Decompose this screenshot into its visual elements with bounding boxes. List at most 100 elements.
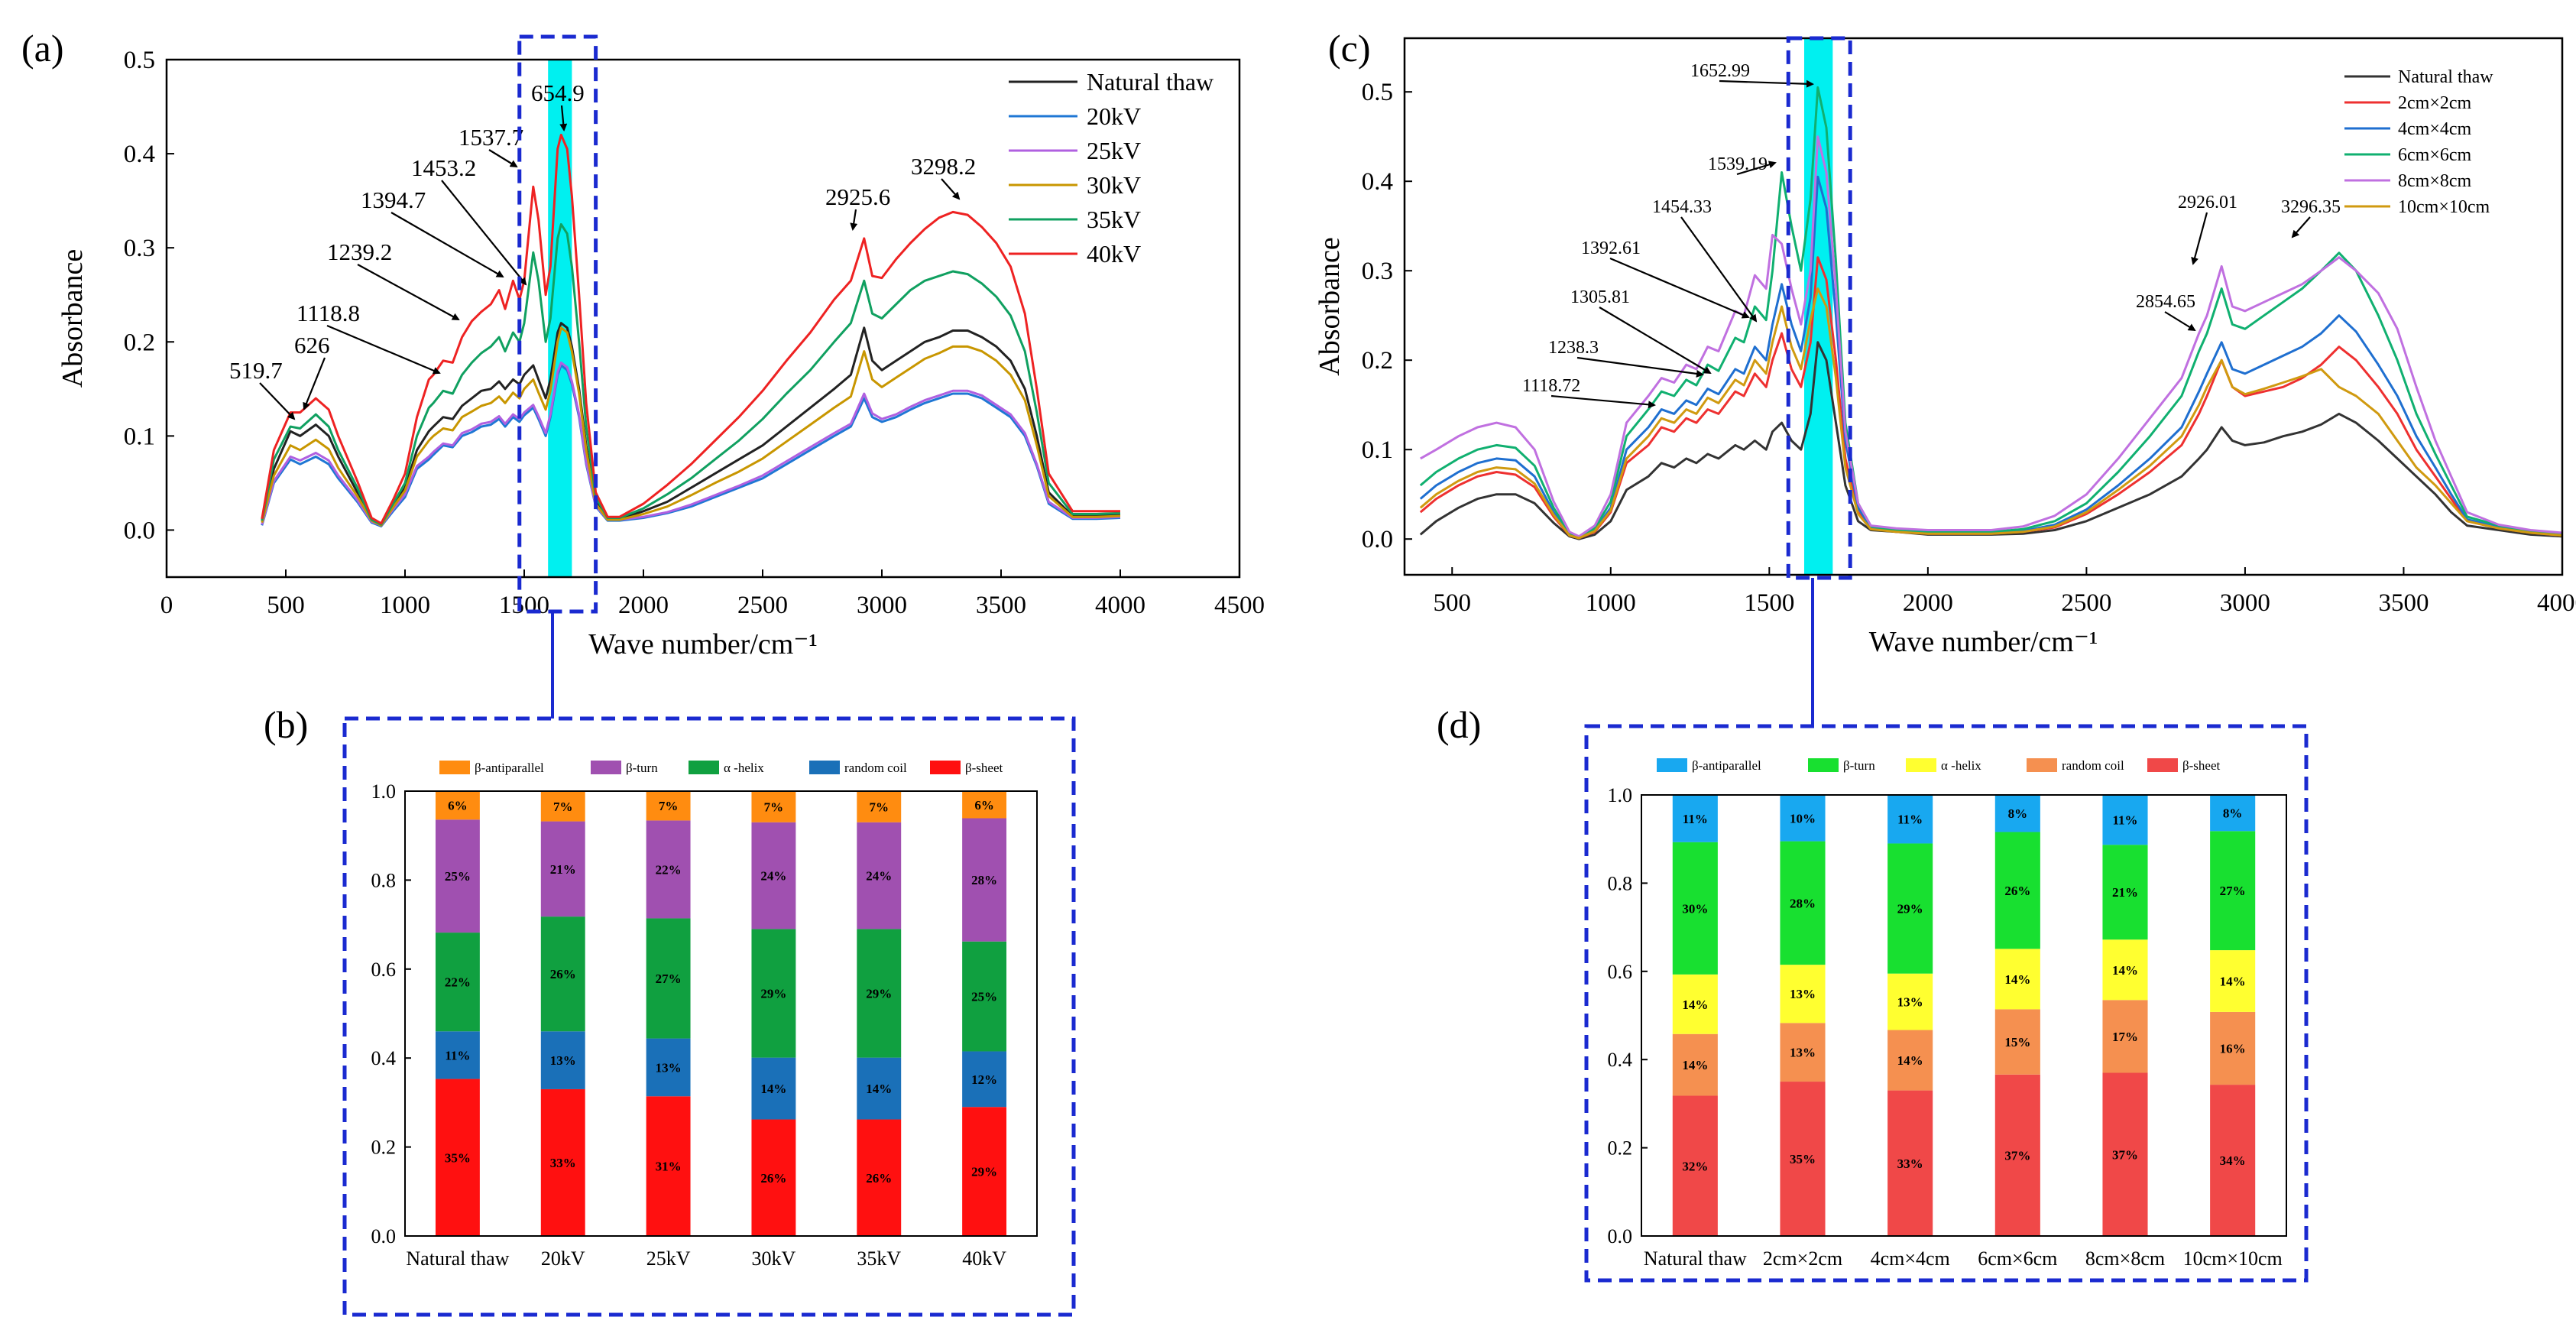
y-tick-label: 0.2: [1362, 347, 1393, 375]
bar-segment-turn: [2102, 845, 2148, 940]
bar-segment-random-coil: [1994, 1009, 2040, 1075]
bar-value-label: 11%: [445, 1048, 470, 1062]
y-tick-label: 0.4: [371, 1047, 397, 1069]
bar-value-label: 26%: [550, 967, 576, 981]
peak-annotation: 3296.35: [2281, 197, 2341, 217]
category-label: 35kV: [857, 1247, 901, 1270]
bar-segment-helix: [646, 918, 691, 1039]
y-tick-label: 0.6: [1608, 961, 1633, 983]
y-tick-label: 0.0: [124, 517, 155, 544]
legend-label-40kv: 40kV: [1087, 240, 1141, 268]
legend-label-natural-thaw: Natural thaw: [1087, 68, 1213, 96]
panel-label: (b): [264, 703, 308, 746]
bar-segment-sheet: [1887, 1090, 1933, 1236]
x-tick-label: 4500: [1214, 592, 1265, 619]
bar-value-label: 13%: [550, 1053, 576, 1068]
bar-segment-antiparallel: [435, 791, 480, 820]
x-tick-label: 3500: [2378, 589, 2429, 617]
legend-label-20kv: 20kV: [1087, 102, 1141, 130]
y-tick-label: 0.0: [1608, 1225, 1633, 1247]
bar-value-label: 14%: [1682, 1058, 1708, 1072]
annotation-arrow: [326, 324, 441, 375]
bar-value-label: 13%: [1897, 995, 1923, 1010]
bar-segment-helix: [1887, 973, 1933, 1030]
legend-label-25kv: 25kV: [1087, 137, 1141, 164]
bar-value-label: 32%: [1682, 1159, 1708, 1173]
panel-b-stacked-bars: 35% 11% 22% 25% 6% Natural thaw 33% 13% 26% 21% 7%…: [264, 703, 1076, 1317]
plot-frame: [404, 790, 1038, 1237]
x-tick-label: 500: [1434, 589, 1472, 617]
x-tick-label: 500: [267, 592, 305, 619]
bar-segment-turn: [1887, 843, 1933, 974]
peak-annotation: 1118.8: [296, 300, 360, 326]
bar-segment-random-coil: [1780, 1023, 1826, 1082]
x-tick-label: 1500: [1744, 589, 1794, 617]
peak-annotation: 2925.6: [825, 183, 890, 210]
bar-segment-random-coil: [751, 1057, 796, 1120]
dashed-zoom-box: [517, 34, 598, 614]
bar-segment-antiparallel: [962, 791, 1007, 819]
legend-swatch-sheet: [2147, 758, 2178, 772]
legend-swatch-sheet: [930, 761, 961, 774]
bar-value-label: 33%: [1897, 1156, 1923, 1171]
bar-segment-random-coil: [1672, 1033, 1718, 1096]
bar-value-label: 7%: [659, 799, 679, 813]
bar-value-label: 26%: [760, 1171, 786, 1186]
bar-segment-turn: [1994, 832, 2040, 949]
annotation-arrow: [1719, 79, 1814, 88]
bar-value-label: 34%: [2220, 1153, 2246, 1168]
legend-label-turn: β-turn: [626, 761, 658, 775]
bar-segment-helix: [435, 933, 480, 1032]
legend-label-4cm-4cm: 4cm×4cm: [2398, 119, 2472, 139]
bar-segment-turn: [646, 820, 691, 919]
bar-segment-helix: [540, 916, 585, 1032]
dashed-panel-box: [342, 716, 1076, 1317]
bar-segment-sheet: [751, 1119, 796, 1236]
plot-frame: [1641, 794, 2287, 1237]
plot-frame: [1403, 37, 2564, 576]
y-tick-label: 0.2: [124, 329, 155, 356]
peak-annotation: 1238.3: [1548, 338, 1599, 358]
legend-label-2cm-2cm: 2cm×2cm: [2398, 93, 2472, 113]
legend-label-turn: β-turn: [1843, 758, 1875, 773]
x-tick-label: 2500: [2061, 589, 2111, 617]
category-label: 20kV: [541, 1247, 585, 1270]
annotation-arrow: [2164, 311, 2196, 332]
bar-value-label: 30%: [1682, 901, 1708, 916]
bar-value-label: 25%: [445, 869, 471, 884]
bar-value-label: 21%: [550, 862, 576, 877]
bar-segment-helix: [962, 941, 1007, 1052]
annotation-arrow: [357, 264, 460, 320]
bar-segment-helix: [857, 929, 902, 1058]
series-line-4cm-4cm: [1419, 175, 2563, 540]
legend-label-35kv: 35kV: [1087, 206, 1141, 233]
category-label: 25kV: [646, 1247, 691, 1270]
bar-segment-turn: [540, 821, 585, 917]
bar-segment-sheet: [1994, 1074, 2040, 1236]
bar-value-label: 14%: [1897, 1053, 1923, 1068]
series-line-35kv: [261, 222, 1121, 526]
legend-label-sheet: β-sheet: [965, 761, 1003, 775]
bar-segment-sheet: [1672, 1095, 1718, 1236]
annotation-arrow: [1680, 216, 1758, 323]
bar-segment-random-coil: [2102, 1000, 2148, 1073]
panel-a-spectrum: 0 500 1000 1500 2000 2500 3000 3500 4000 4500 0.0 0…: [21, 27, 1265, 660]
annotation-arrow: [1599, 307, 1712, 375]
bar-value-label: 25%: [971, 990, 997, 1004]
bar-value-label: 16%: [2220, 1041, 2246, 1056]
series-line-30kv: [261, 326, 1121, 527]
bar-value-label: 14%: [1682, 998, 1708, 1012]
y-tick-label: 0.4: [124, 141, 155, 168]
category-label: 10cm×10cm: [2183, 1247, 2283, 1270]
annotation-arrow: [303, 357, 326, 410]
bar-segment-helix: [751, 929, 796, 1058]
category-label: Natural thaw: [406, 1247, 509, 1270]
category-label: 8cm×8cm: [2085, 1247, 2165, 1270]
y-tick-label: 0.5: [124, 47, 155, 74]
panel-label: (c): [1328, 27, 1371, 70]
dashed-zoom-box: [1786, 36, 1852, 580]
bar-value-label: 29%: [971, 1165, 997, 1179]
bar-value-label: 22%: [656, 862, 682, 877]
series-line-natural-thaw: [1419, 341, 2563, 540]
bar-segment-antiparallel: [1994, 795, 2040, 832]
